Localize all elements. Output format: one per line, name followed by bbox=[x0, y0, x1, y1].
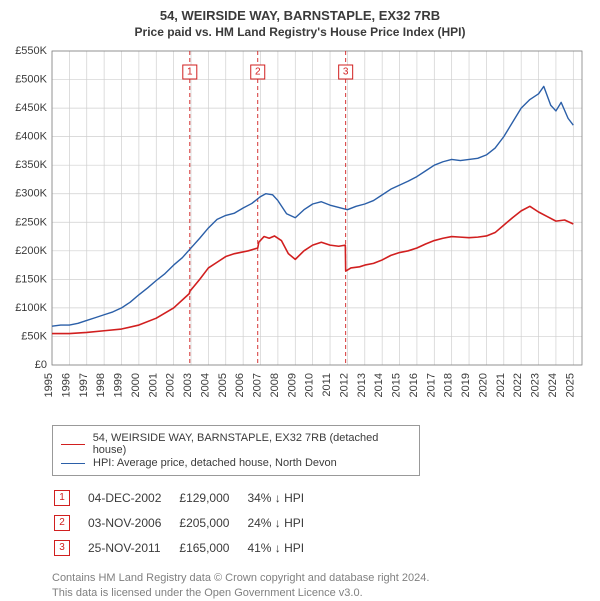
svg-text:2018: 2018 bbox=[443, 373, 455, 397]
legend-swatch bbox=[61, 444, 85, 445]
svg-text:2022: 2022 bbox=[512, 373, 524, 397]
transactions-table: 1 04-DEC-2002£129,00034% ↓ HPI 2 03-NOV-200… bbox=[52, 484, 322, 561]
svg-text:2017: 2017 bbox=[425, 373, 437, 397]
legend-label: HPI: Average price, detached house, Nort… bbox=[93, 457, 337, 469]
svg-text:1999: 1999 bbox=[113, 373, 125, 397]
svg-text:2001: 2001 bbox=[147, 373, 159, 397]
svg-text:2013: 2013 bbox=[356, 373, 368, 397]
transaction-date: 25-NOV-2011 bbox=[88, 536, 177, 559]
svg-text:2009: 2009 bbox=[286, 373, 298, 397]
svg-text:2014: 2014 bbox=[373, 373, 385, 397]
svg-text:2010: 2010 bbox=[304, 373, 316, 397]
attribution-line: Contains HM Land Registry data © Crown c… bbox=[52, 571, 590, 586]
svg-text:1: 1 bbox=[187, 67, 193, 78]
svg-text:£400K: £400K bbox=[15, 131, 47, 143]
svg-text:2007: 2007 bbox=[252, 373, 264, 397]
svg-text:2000: 2000 bbox=[130, 373, 142, 397]
svg-text:£200K: £200K bbox=[15, 245, 47, 257]
svg-text:£500K: £500K bbox=[15, 74, 47, 86]
svg-text:1997: 1997 bbox=[78, 373, 90, 397]
svg-text:2019: 2019 bbox=[460, 373, 472, 397]
transaction-price: £205,000 bbox=[179, 511, 245, 534]
svg-text:2025: 2025 bbox=[564, 373, 576, 397]
svg-text:£50K: £50K bbox=[21, 330, 47, 342]
legend: 54, WEIRSIDE WAY, BARNSTAPLE, EX32 7RB (… bbox=[52, 425, 420, 476]
svg-text:2011: 2011 bbox=[321, 373, 333, 397]
svg-text:2023: 2023 bbox=[530, 373, 542, 397]
transaction-price: £129,000 bbox=[179, 486, 245, 509]
svg-text:2015: 2015 bbox=[391, 373, 403, 397]
svg-text:2020: 2020 bbox=[477, 373, 489, 397]
svg-text:2008: 2008 bbox=[269, 373, 281, 397]
transaction-date: 03-NOV-2006 bbox=[88, 511, 177, 534]
svg-text:2024: 2024 bbox=[547, 373, 559, 397]
legend-swatch bbox=[61, 463, 85, 464]
svg-text:3: 3 bbox=[343, 67, 349, 78]
svg-text:2005: 2005 bbox=[217, 373, 229, 397]
svg-text:2016: 2016 bbox=[408, 373, 420, 397]
transaction-price: £165,000 bbox=[179, 536, 245, 559]
svg-text:£0: £0 bbox=[35, 359, 47, 371]
svg-text:2003: 2003 bbox=[182, 373, 194, 397]
transaction-row: 1 04-DEC-2002£129,00034% ↓ HPI bbox=[54, 486, 320, 509]
svg-text:2012: 2012 bbox=[338, 373, 350, 397]
attribution-line: This data is licensed under the Open Gov… bbox=[52, 586, 590, 601]
legend-item: HPI: Average price, detached house, Nort… bbox=[61, 457, 411, 469]
svg-text:2002: 2002 bbox=[165, 373, 177, 397]
transaction-row: 2 03-NOV-2006£205,00024% ↓ HPI bbox=[54, 511, 320, 534]
transaction-marker: 1 bbox=[54, 490, 70, 506]
svg-text:1995: 1995 bbox=[43, 373, 55, 397]
svg-text:1998: 1998 bbox=[95, 373, 107, 397]
svg-text:£100K: £100K bbox=[15, 302, 47, 314]
legend-item: 54, WEIRSIDE WAY, BARNSTAPLE, EX32 7RB (… bbox=[61, 432, 411, 456]
svg-text:2004: 2004 bbox=[199, 373, 211, 397]
svg-text:£550K: £550K bbox=[15, 45, 47, 57]
transaction-marker: 3 bbox=[54, 540, 70, 556]
page-title: 54, WEIRSIDE WAY, BARNSTAPLE, EX32 7RB bbox=[10, 8, 590, 23]
svg-text:£450K: £450K bbox=[15, 102, 47, 114]
svg-text:£150K: £150K bbox=[15, 273, 47, 285]
svg-text:2006: 2006 bbox=[234, 373, 246, 397]
price-chart: £0 £50K £100K £150K £200K £250K £300K £350K £400… bbox=[10, 45, 590, 415]
svg-text:£350K: £350K bbox=[15, 159, 47, 171]
transaction-marker: 2 bbox=[54, 515, 70, 531]
attribution: Contains HM Land Registry data © Crown c… bbox=[52, 571, 590, 601]
svg-text:2021: 2021 bbox=[495, 373, 507, 397]
page-subtitle: Price paid vs. HM Land Registry's House … bbox=[10, 25, 590, 39]
transaction-delta: 34% ↓ HPI bbox=[247, 486, 320, 509]
transaction-row: 3 25-NOV-2011£165,00041% ↓ HPI bbox=[54, 536, 320, 559]
transaction-delta: 41% ↓ HPI bbox=[247, 536, 320, 559]
legend-label: 54, WEIRSIDE WAY, BARNSTAPLE, EX32 7RB (… bbox=[93, 432, 411, 456]
transaction-date: 04-DEC-2002 bbox=[88, 486, 177, 509]
svg-text:1996: 1996 bbox=[60, 373, 72, 397]
svg-text:£250K: £250K bbox=[15, 216, 47, 228]
transaction-delta: 24% ↓ HPI bbox=[247, 511, 320, 534]
svg-text:2: 2 bbox=[255, 67, 261, 78]
svg-text:£300K: £300K bbox=[15, 188, 47, 200]
